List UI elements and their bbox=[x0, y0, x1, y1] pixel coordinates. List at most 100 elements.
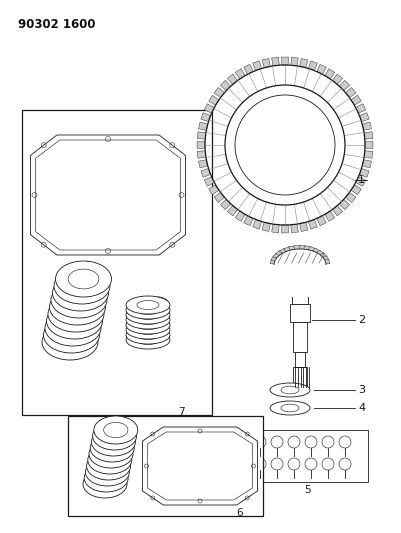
Ellipse shape bbox=[280, 404, 298, 412]
Polygon shape bbox=[198, 122, 207, 130]
Ellipse shape bbox=[47, 303, 102, 339]
Polygon shape bbox=[243, 64, 253, 74]
Circle shape bbox=[253, 458, 265, 470]
Ellipse shape bbox=[86, 452, 130, 480]
Polygon shape bbox=[316, 216, 326, 225]
Polygon shape bbox=[198, 160, 207, 168]
Polygon shape bbox=[361, 160, 371, 168]
Polygon shape bbox=[204, 104, 214, 113]
Polygon shape bbox=[308, 61, 316, 70]
Ellipse shape bbox=[101, 434, 125, 450]
Ellipse shape bbox=[235, 95, 334, 195]
Ellipse shape bbox=[63, 290, 94, 310]
Polygon shape bbox=[278, 248, 288, 255]
Ellipse shape bbox=[147, 297, 168, 313]
Ellipse shape bbox=[96, 458, 120, 474]
Ellipse shape bbox=[126, 311, 170, 329]
Polygon shape bbox=[358, 168, 368, 177]
Ellipse shape bbox=[54, 268, 110, 304]
Polygon shape bbox=[338, 80, 349, 91]
Ellipse shape bbox=[126, 326, 170, 344]
Ellipse shape bbox=[93, 477, 117, 492]
Ellipse shape bbox=[84, 464, 128, 492]
Ellipse shape bbox=[126, 331, 170, 349]
Text: 3: 3 bbox=[357, 385, 364, 395]
Polygon shape bbox=[332, 74, 342, 84]
Ellipse shape bbox=[48, 296, 104, 332]
Bar bbox=[247, 430, 367, 482]
Ellipse shape bbox=[152, 301, 164, 309]
Polygon shape bbox=[196, 142, 205, 149]
Ellipse shape bbox=[126, 296, 170, 314]
Ellipse shape bbox=[53, 275, 108, 311]
Ellipse shape bbox=[100, 440, 124, 456]
Circle shape bbox=[338, 436, 350, 448]
Polygon shape bbox=[338, 199, 349, 209]
Polygon shape bbox=[363, 132, 372, 139]
Ellipse shape bbox=[85, 458, 129, 486]
Polygon shape bbox=[204, 177, 214, 186]
Circle shape bbox=[270, 436, 282, 448]
Ellipse shape bbox=[269, 383, 309, 397]
Ellipse shape bbox=[95, 464, 119, 480]
Circle shape bbox=[321, 436, 333, 448]
Ellipse shape bbox=[269, 401, 309, 415]
Polygon shape bbox=[200, 112, 210, 122]
Ellipse shape bbox=[67, 276, 97, 296]
Ellipse shape bbox=[137, 311, 159, 319]
Polygon shape bbox=[361, 122, 371, 130]
Polygon shape bbox=[197, 151, 205, 158]
Ellipse shape bbox=[97, 453, 122, 467]
Polygon shape bbox=[293, 246, 300, 251]
Ellipse shape bbox=[137, 326, 159, 335]
Polygon shape bbox=[310, 248, 320, 255]
Polygon shape bbox=[290, 224, 298, 233]
Polygon shape bbox=[227, 206, 237, 216]
Polygon shape bbox=[283, 247, 292, 253]
Ellipse shape bbox=[68, 269, 99, 289]
Ellipse shape bbox=[137, 305, 159, 314]
Bar bbox=[289, 304, 309, 322]
Ellipse shape bbox=[154, 325, 162, 331]
Ellipse shape bbox=[45, 310, 101, 346]
Polygon shape bbox=[307, 247, 316, 253]
Circle shape bbox=[287, 458, 299, 470]
Polygon shape bbox=[316, 64, 326, 74]
Ellipse shape bbox=[93, 416, 138, 444]
Polygon shape bbox=[358, 112, 368, 122]
Text: 6: 6 bbox=[236, 508, 243, 518]
Polygon shape bbox=[261, 222, 269, 231]
Ellipse shape bbox=[83, 470, 127, 498]
Text: 7: 7 bbox=[178, 407, 184, 417]
Ellipse shape bbox=[126, 316, 170, 334]
Ellipse shape bbox=[92, 422, 136, 450]
Polygon shape bbox=[350, 185, 360, 195]
Circle shape bbox=[338, 458, 350, 470]
Bar bbox=[292, 322, 306, 352]
Polygon shape bbox=[324, 69, 334, 79]
Polygon shape bbox=[355, 104, 365, 113]
Polygon shape bbox=[281, 225, 288, 233]
Polygon shape bbox=[220, 199, 230, 209]
Polygon shape bbox=[324, 211, 334, 221]
Circle shape bbox=[270, 458, 282, 470]
Bar bbox=[294, 352, 304, 367]
Polygon shape bbox=[363, 151, 372, 158]
Polygon shape bbox=[214, 192, 224, 203]
Polygon shape bbox=[303, 246, 311, 252]
Polygon shape bbox=[270, 256, 280, 262]
Polygon shape bbox=[261, 59, 269, 68]
Ellipse shape bbox=[126, 301, 170, 319]
Ellipse shape bbox=[94, 470, 118, 486]
Polygon shape bbox=[220, 80, 230, 91]
Text: 90302 1600: 90302 1600 bbox=[18, 18, 95, 31]
Ellipse shape bbox=[87, 446, 132, 474]
Bar bbox=[22, 110, 211, 415]
Polygon shape bbox=[281, 57, 288, 65]
Ellipse shape bbox=[102, 429, 126, 443]
Polygon shape bbox=[345, 87, 355, 98]
Polygon shape bbox=[314, 250, 324, 257]
Polygon shape bbox=[350, 95, 360, 105]
Polygon shape bbox=[316, 253, 326, 259]
Ellipse shape bbox=[55, 261, 111, 297]
